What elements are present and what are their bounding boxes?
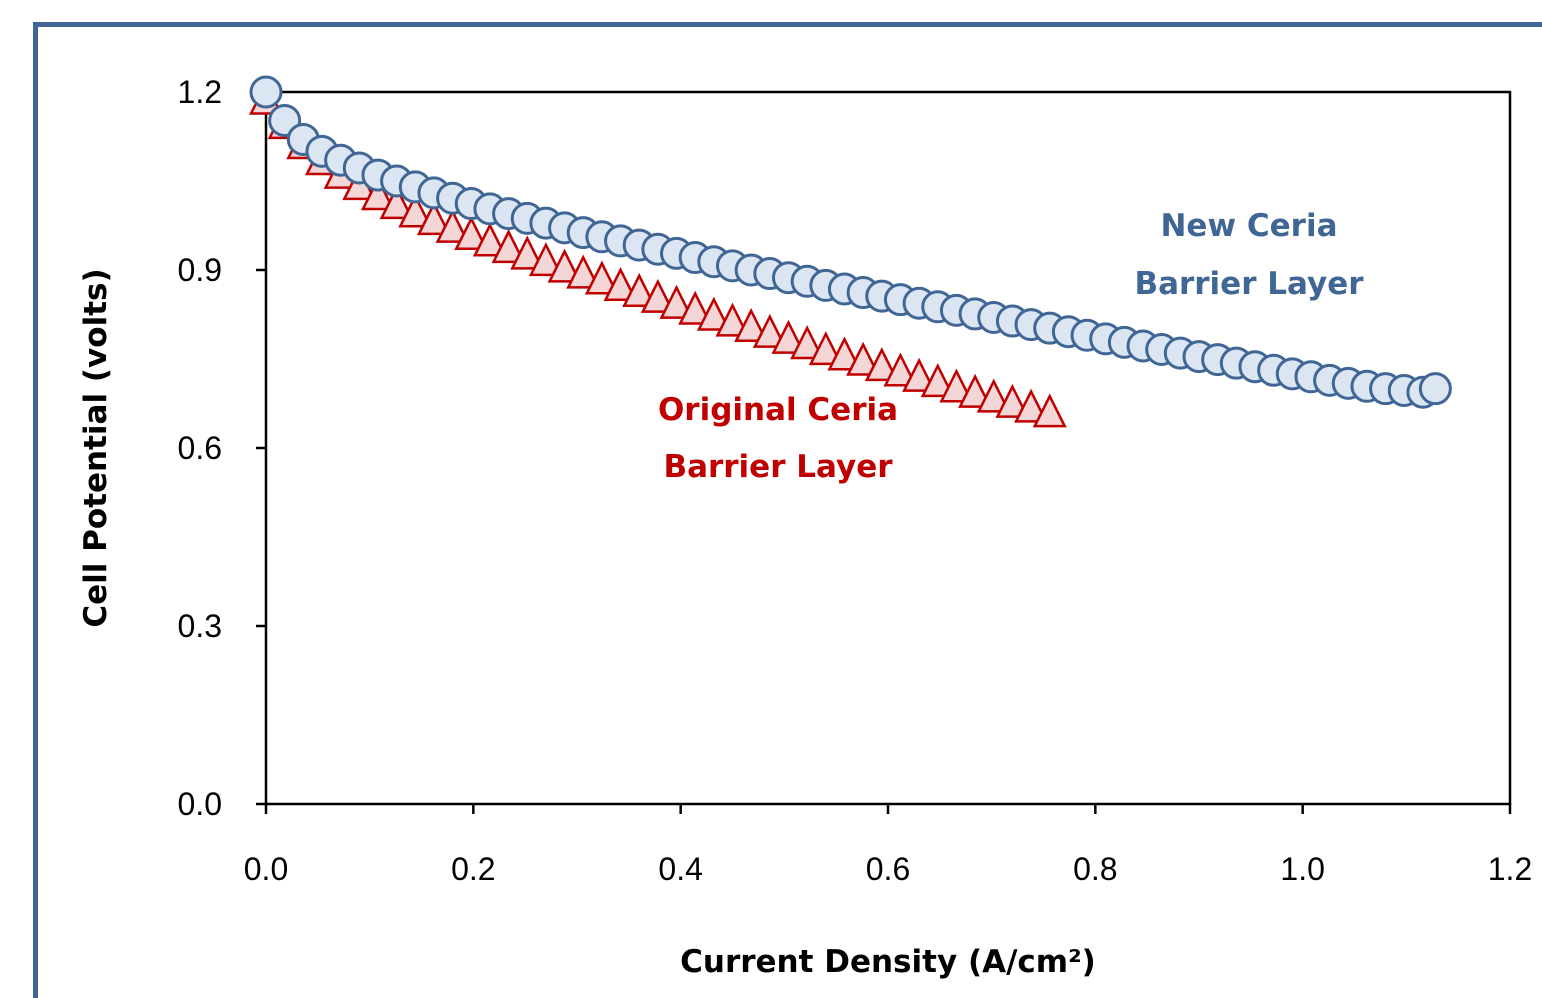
original-ceria-point bbox=[472, 222, 507, 257]
original-ceria-point bbox=[640, 278, 675, 313]
x-tick-label: 0.4 bbox=[658, 851, 702, 887]
original-ceria-point bbox=[454, 215, 489, 251]
original-ceria-point bbox=[622, 272, 657, 307]
original-ceria-point bbox=[976, 378, 1011, 413]
original-ceria-point bbox=[566, 254, 601, 289]
original-ceria-point bbox=[771, 319, 806, 354]
original-ceria-point bbox=[547, 248, 582, 283]
original-ceria-point bbox=[1032, 393, 1067, 428]
annotation-original-line1: Original Ceria bbox=[658, 392, 898, 428]
original-ceria-point bbox=[696, 296, 731, 331]
original-ceria-point bbox=[416, 201, 451, 236]
original-ceria-point bbox=[808, 331, 843, 366]
figure-frame bbox=[33, 22, 1542, 998]
x-tick-label: 0.8 bbox=[1073, 851, 1117, 887]
original-ceria-point bbox=[678, 290, 713, 325]
original-ceria-point bbox=[659, 284, 694, 319]
x-tick-label: 1.0 bbox=[1280, 851, 1324, 887]
original-ceria-point bbox=[939, 368, 974, 403]
original-ceria-point bbox=[435, 208, 470, 243]
original-ceria-point bbox=[883, 352, 918, 387]
original-ceria-point bbox=[920, 363, 955, 398]
original-ceria-point bbox=[864, 347, 899, 382]
annotation-new-line1: New Ceria bbox=[1160, 208, 1337, 244]
original-ceria-point bbox=[846, 341, 881, 376]
original-ceria-point bbox=[379, 185, 414, 220]
new-ceria-point bbox=[249, 75, 283, 109]
original-ceria-point bbox=[827, 336, 862, 371]
x-tick-label: 0.2 bbox=[451, 851, 495, 887]
original-ceria-point bbox=[734, 307, 769, 342]
original-ceria-point bbox=[491, 229, 526, 264]
y-tick-label: 0.3 bbox=[178, 608, 222, 644]
annotation-original-line2: Barrier Layer bbox=[663, 449, 893, 485]
y-tick-label: 0.6 bbox=[178, 430, 222, 466]
x-tick-label: 0.6 bbox=[866, 851, 910, 887]
annotation-new-line2: Barrier Layer bbox=[1134, 266, 1364, 302]
original-ceria-point bbox=[510, 235, 545, 270]
x-tick-label: 0.0 bbox=[244, 851, 288, 887]
y-tick-label: 1.2 bbox=[178, 74, 222, 110]
original-ceria-point bbox=[958, 373, 993, 408]
original-ceria-point bbox=[528, 242, 563, 277]
x-tick-labels: 0.0 0.2 0.4 0.6 0.8 1.0 1.2 bbox=[244, 851, 1532, 887]
original-ceria-point bbox=[902, 357, 937, 392]
y-tick-label: 0.0 bbox=[178, 786, 222, 822]
new-ceria-point bbox=[1418, 372, 1452, 406]
series-new-ceria bbox=[249, 75, 1452, 409]
x-tick-label: 1.2 bbox=[1488, 851, 1532, 887]
original-ceria-point bbox=[360, 176, 395, 211]
y-tick-label: 0.9 bbox=[178, 252, 222, 288]
original-ceria-point bbox=[1014, 388, 1049, 423]
x-axis-title: Current Density (A/cm²) bbox=[680, 944, 1096, 980]
original-ceria-point bbox=[790, 325, 825, 360]
original-ceria-point bbox=[603, 266, 638, 302]
y-axis-title: Cell Potential (volts) bbox=[78, 268, 114, 627]
original-ceria-point bbox=[752, 313, 787, 348]
original-ceria-point bbox=[398, 193, 433, 228]
original-ceria-point bbox=[995, 383, 1030, 418]
original-ceria-point bbox=[584, 260, 619, 295]
original-ceria-point bbox=[715, 302, 750, 337]
y-tick-labels: 0.0 0.3 0.6 0.9 1.2 bbox=[178, 74, 222, 822]
